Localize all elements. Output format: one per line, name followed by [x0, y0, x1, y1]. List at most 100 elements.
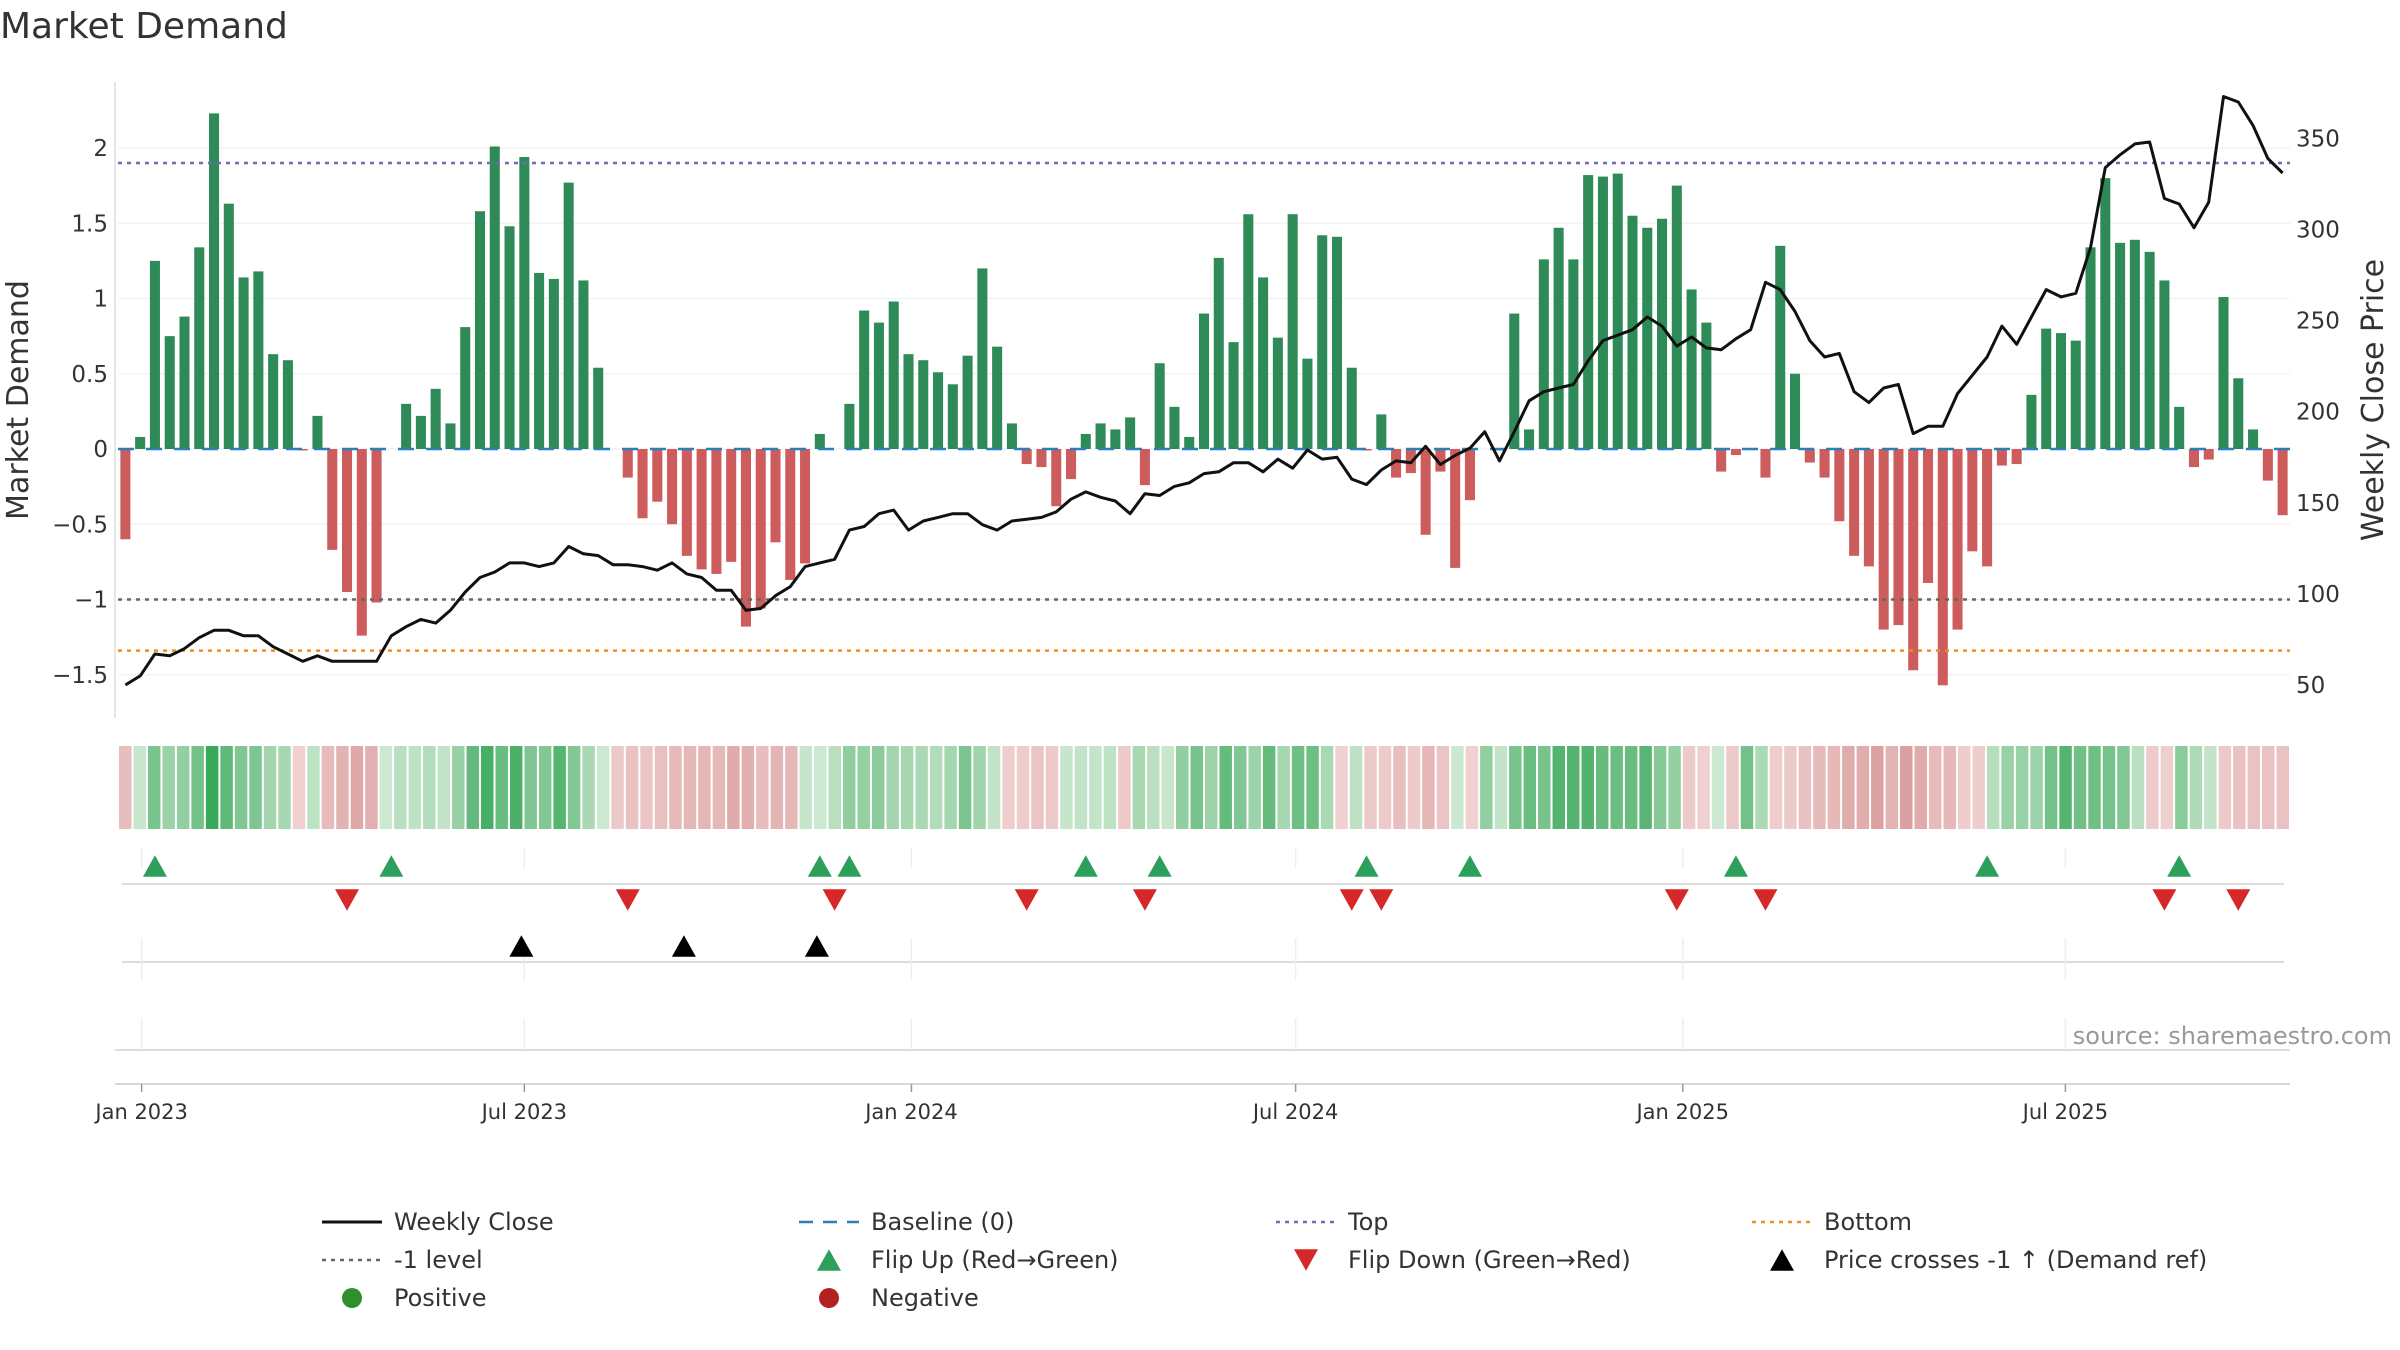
y-tick-label: −1.5 [52, 663, 108, 689]
heat-cell [727, 746, 740, 829]
legend-label: Top [1347, 1208, 1389, 1236]
signal-markers [115, 848, 2290, 1085]
y2-tick-label: 350 [2296, 126, 2340, 152]
heat-cell [321, 746, 335, 829]
demand-bar [740, 449, 751, 627]
heat-cell [1277, 746, 1290, 829]
demand-bar [1243, 214, 1254, 449]
y2-tick-label: 150 [2296, 491, 2340, 517]
heat-cell [2131, 746, 2145, 829]
demand-bar [1524, 429, 1535, 449]
demand-bar [814, 433, 825, 449]
demand-bar [2188, 449, 2199, 468]
heat-cell [1957, 746, 1971, 829]
flip-down-marker [1132, 889, 1157, 911]
heat-cell [1610, 746, 1623, 829]
demand-bar [164, 336, 175, 449]
demand-bar [800, 449, 811, 564]
x-tick-label: Jan 2023 [93, 1100, 188, 1124]
demand-bar [1110, 429, 1121, 449]
demand-bar [223, 203, 234, 449]
heat-cell [220, 746, 233, 829]
heat-cell [1914, 746, 1927, 829]
demand-bar [2159, 280, 2170, 449]
heat-cell [756, 746, 769, 829]
heat-cell [1813, 746, 1826, 829]
demand-bar [1701, 322, 1712, 449]
heat-cell [1509, 746, 1522, 829]
demand-bar [2085, 247, 2096, 449]
price-series [124, 95, 2284, 687]
heat-cell [292, 746, 306, 829]
heat-cell [1972, 746, 1985, 829]
heat-cell [886, 746, 899, 829]
x-tick-labels: Jan 2023 Jul 2023 Jan 2024 Jul 2024 Jan 2025… [93, 1084, 2108, 1124]
demand-bar [1287, 214, 1298, 449]
heat-cell [1147, 746, 1160, 829]
legend-label: Flip Down (Green→Red) [1348, 1246, 1631, 1274]
demand-bar [1095, 423, 1106, 449]
demand-bar [1612, 173, 1623, 449]
legend-label: Negative [871, 1284, 979, 1312]
flip-up-marker [142, 855, 167, 877]
demand-bar [622, 449, 633, 478]
heat-cell [2233, 746, 2246, 829]
heat-cell [2175, 746, 2188, 829]
y-tick-label: 0.5 [71, 362, 108, 388]
x-tick-label: Jul 2025 [2021, 1100, 2108, 1124]
legend-label: Baseline (0) [871, 1208, 1014, 1236]
heat-cell [1465, 746, 1479, 829]
demand-bar [1922, 449, 1934, 583]
heat-cell [596, 746, 610, 829]
heat-cell [1856, 746, 1870, 829]
demand-bar [238, 277, 249, 449]
legend-label: Weekly Close [394, 1208, 554, 1236]
demand-bar [534, 272, 545, 449]
flip-down-marker [1014, 889, 1039, 911]
demand-bar [489, 146, 500, 449]
heat-cell [654, 746, 668, 829]
heat-cell [843, 746, 856, 829]
heat-cell [1480, 746, 1493, 829]
heat-cell [1407, 746, 1421, 829]
heat-cell [365, 746, 378, 829]
demand-bar [1125, 417, 1136, 449]
demand-bar [1937, 449, 1948, 686]
demand-bar [1154, 363, 1165, 449]
heat-cell [423, 746, 436, 829]
demand-bar [1849, 449, 1860, 556]
heat-cell [162, 746, 175, 829]
demand-bar [2174, 406, 2185, 449]
heat-cell [2189, 746, 2203, 829]
heat-cell [2247, 746, 2261, 829]
flip-up-marker [1354, 855, 1379, 877]
heat-cell [1291, 746, 1305, 829]
demand-bar [1553, 227, 1564, 449]
demand-bar [2233, 378, 2244, 449]
legend-swatch [1770, 1249, 1794, 1271]
y2-tick-label: 50 [2296, 673, 2325, 699]
heat-cell [1031, 746, 1044, 829]
flip-down-marker [1753, 889, 1778, 911]
heat-cell [1668, 746, 1681, 829]
heat-cell [698, 746, 711, 829]
demand-bar [1686, 289, 1697, 449]
demand-bar [430, 388, 441, 449]
heat-cell [249, 746, 262, 829]
demand-bar [1258, 277, 1269, 449]
heat-cell [191, 746, 204, 829]
demand-bar [1184, 436, 1195, 449]
heat-cell [958, 746, 972, 829]
heat-cell [640, 746, 653, 829]
heat-cell [1595, 746, 1609, 829]
demand-bar [1789, 373, 1801, 449]
demand-bar [1568, 259, 1579, 449]
demand-bar [2129, 239, 2140, 449]
heat-cell [394, 746, 407, 829]
heat-cell [1711, 746, 1725, 829]
demand-bar [2203, 449, 2214, 460]
heat-cell [828, 746, 841, 829]
y-tick-label: 2 [93, 136, 108, 162]
demand-bar [1139, 449, 1150, 486]
